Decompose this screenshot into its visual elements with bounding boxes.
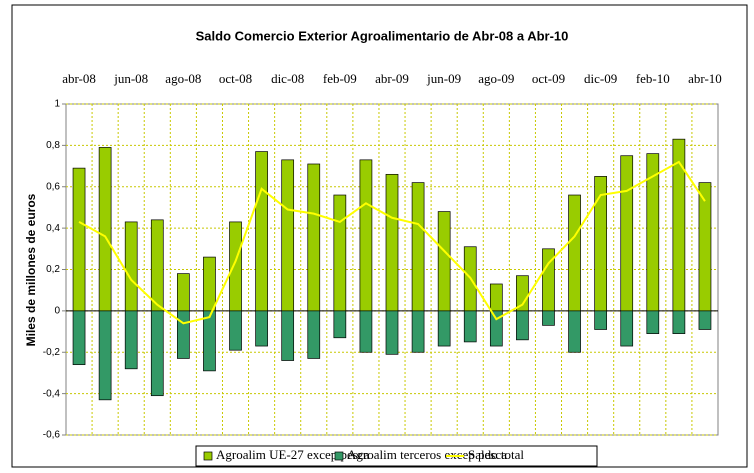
y-axis-label: Miles de millones de euros — [24, 193, 38, 346]
bar — [281, 310, 295, 361]
bar — [98, 147, 112, 312]
bar — [150, 219, 164, 312]
y-tick-label: -0,2 — [43, 347, 61, 358]
bar — [516, 310, 529, 341]
bar — [150, 310, 164, 397]
x-tick-label: oct-09 — [532, 71, 565, 86]
legend-label: Agroalim UE-27 excep pesca — [216, 447, 370, 462]
bar — [646, 310, 660, 334]
x-tick-label: abr-09 — [375, 71, 409, 86]
y-tick-label: 1 — [54, 99, 60, 110]
x-tick-label: abr-10 — [688, 71, 722, 86]
bar — [385, 173, 399, 312]
line — [78, 160, 706, 325]
bar — [177, 273, 190, 312]
x-tick-label: dic-09 — [584, 71, 617, 86]
x-tick-label: feb-10 — [636, 71, 670, 86]
legend-swatch — [334, 451, 344, 461]
bar — [255, 310, 268, 347]
bar — [229, 221, 242, 312]
chart-title: Saldo Comercio Exterior Agroalimentario … — [196, 28, 569, 43]
bar — [281, 159, 295, 312]
bar — [437, 211, 451, 312]
y-tick-label: 0,8 — [46, 140, 60, 151]
legend-label: Agroalim terceros excep pesca — [347, 447, 507, 462]
x-tick-label: abr-08 — [62, 71, 96, 86]
bar — [203, 310, 216, 372]
legend-label: Saldo total — [468, 447, 524, 462]
y-tick-label: -0,4 — [43, 388, 61, 399]
bar — [489, 310, 503, 347]
bar — [72, 167, 86, 312]
bar — [359, 159, 373, 312]
x-tick-label: jun-09 — [426, 71, 461, 86]
bar — [124, 221, 138, 312]
x-tick-label: feb-09 — [323, 71, 357, 86]
bar — [620, 310, 634, 347]
bar — [542, 310, 555, 326]
bar — [124, 310, 138, 370]
bar — [333, 310, 347, 339]
bar — [489, 283, 503, 312]
bar — [698, 182, 712, 312]
bar — [437, 310, 451, 347]
bar — [411, 310, 425, 353]
bar — [72, 310, 86, 366]
bar — [203, 256, 216, 312]
x-tick-label: ago-08 — [165, 71, 201, 86]
bar — [385, 310, 399, 355]
bar — [411, 182, 425, 312]
bar — [672, 310, 686, 334]
x-tick-label: ago-09 — [478, 71, 514, 86]
bar — [98, 310, 112, 401]
bar — [359, 310, 373, 353]
legend-box — [195, 445, 598, 467]
bar — [229, 310, 242, 351]
y-tick-label: 0 — [54, 306, 60, 317]
bar — [333, 194, 347, 312]
bar — [568, 310, 581, 353]
bar — [307, 310, 321, 359]
bar — [698, 310, 712, 330]
y-tick-label: 0,6 — [46, 181, 60, 192]
y-tick-label: 0,2 — [46, 264, 60, 275]
x-tick-label: oct-08 — [219, 71, 252, 86]
bar — [594, 310, 607, 330]
bar — [463, 310, 477, 343]
x-tick-label: dic-08 — [271, 71, 304, 86]
bar — [307, 163, 321, 312]
x-tick-label: jun-08 — [113, 71, 148, 86]
bar — [255, 151, 268, 312]
bar — [568, 194, 581, 312]
y-tick-label: 0,4 — [46, 223, 60, 234]
legend-swatch — [203, 451, 213, 461]
bar — [620, 155, 634, 312]
y-tick-label: -0,6 — [43, 430, 61, 441]
bar — [177, 310, 190, 359]
